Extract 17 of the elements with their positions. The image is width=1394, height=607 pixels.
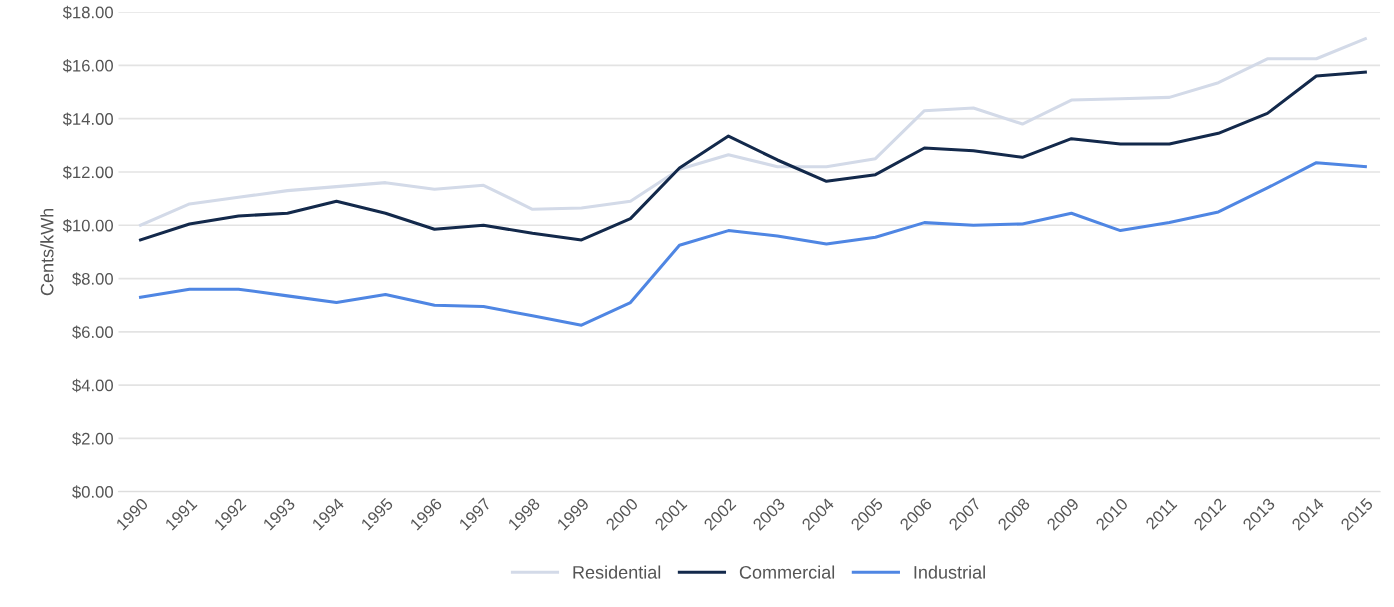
line-series [139,70,1367,242]
y-tick-label: $6.00 [72,325,113,340]
y-tick-label: $10.00 [62,218,113,233]
y-tick-label: $16.00 [62,59,113,73]
legend-label: Industrial [914,565,985,579]
line-series [139,161,1367,327]
line-series [139,37,1367,227]
y-axis-title: Cents/kWh [40,208,54,296]
y-tick-label: $0.00 [72,485,113,499]
y-tick-label: $14.00 [62,112,113,126]
y-tick-label: $4.00 [72,378,113,393]
y-tick-label: $18.00 [62,5,113,20]
y-tick-label: $8.00 [72,272,113,286]
legend-label: Commercial [739,565,835,579]
legend-label: Residential [573,565,661,579]
y-tick-label: $12.00 [62,165,113,180]
y-tick-label: $2.00 [72,432,113,446]
